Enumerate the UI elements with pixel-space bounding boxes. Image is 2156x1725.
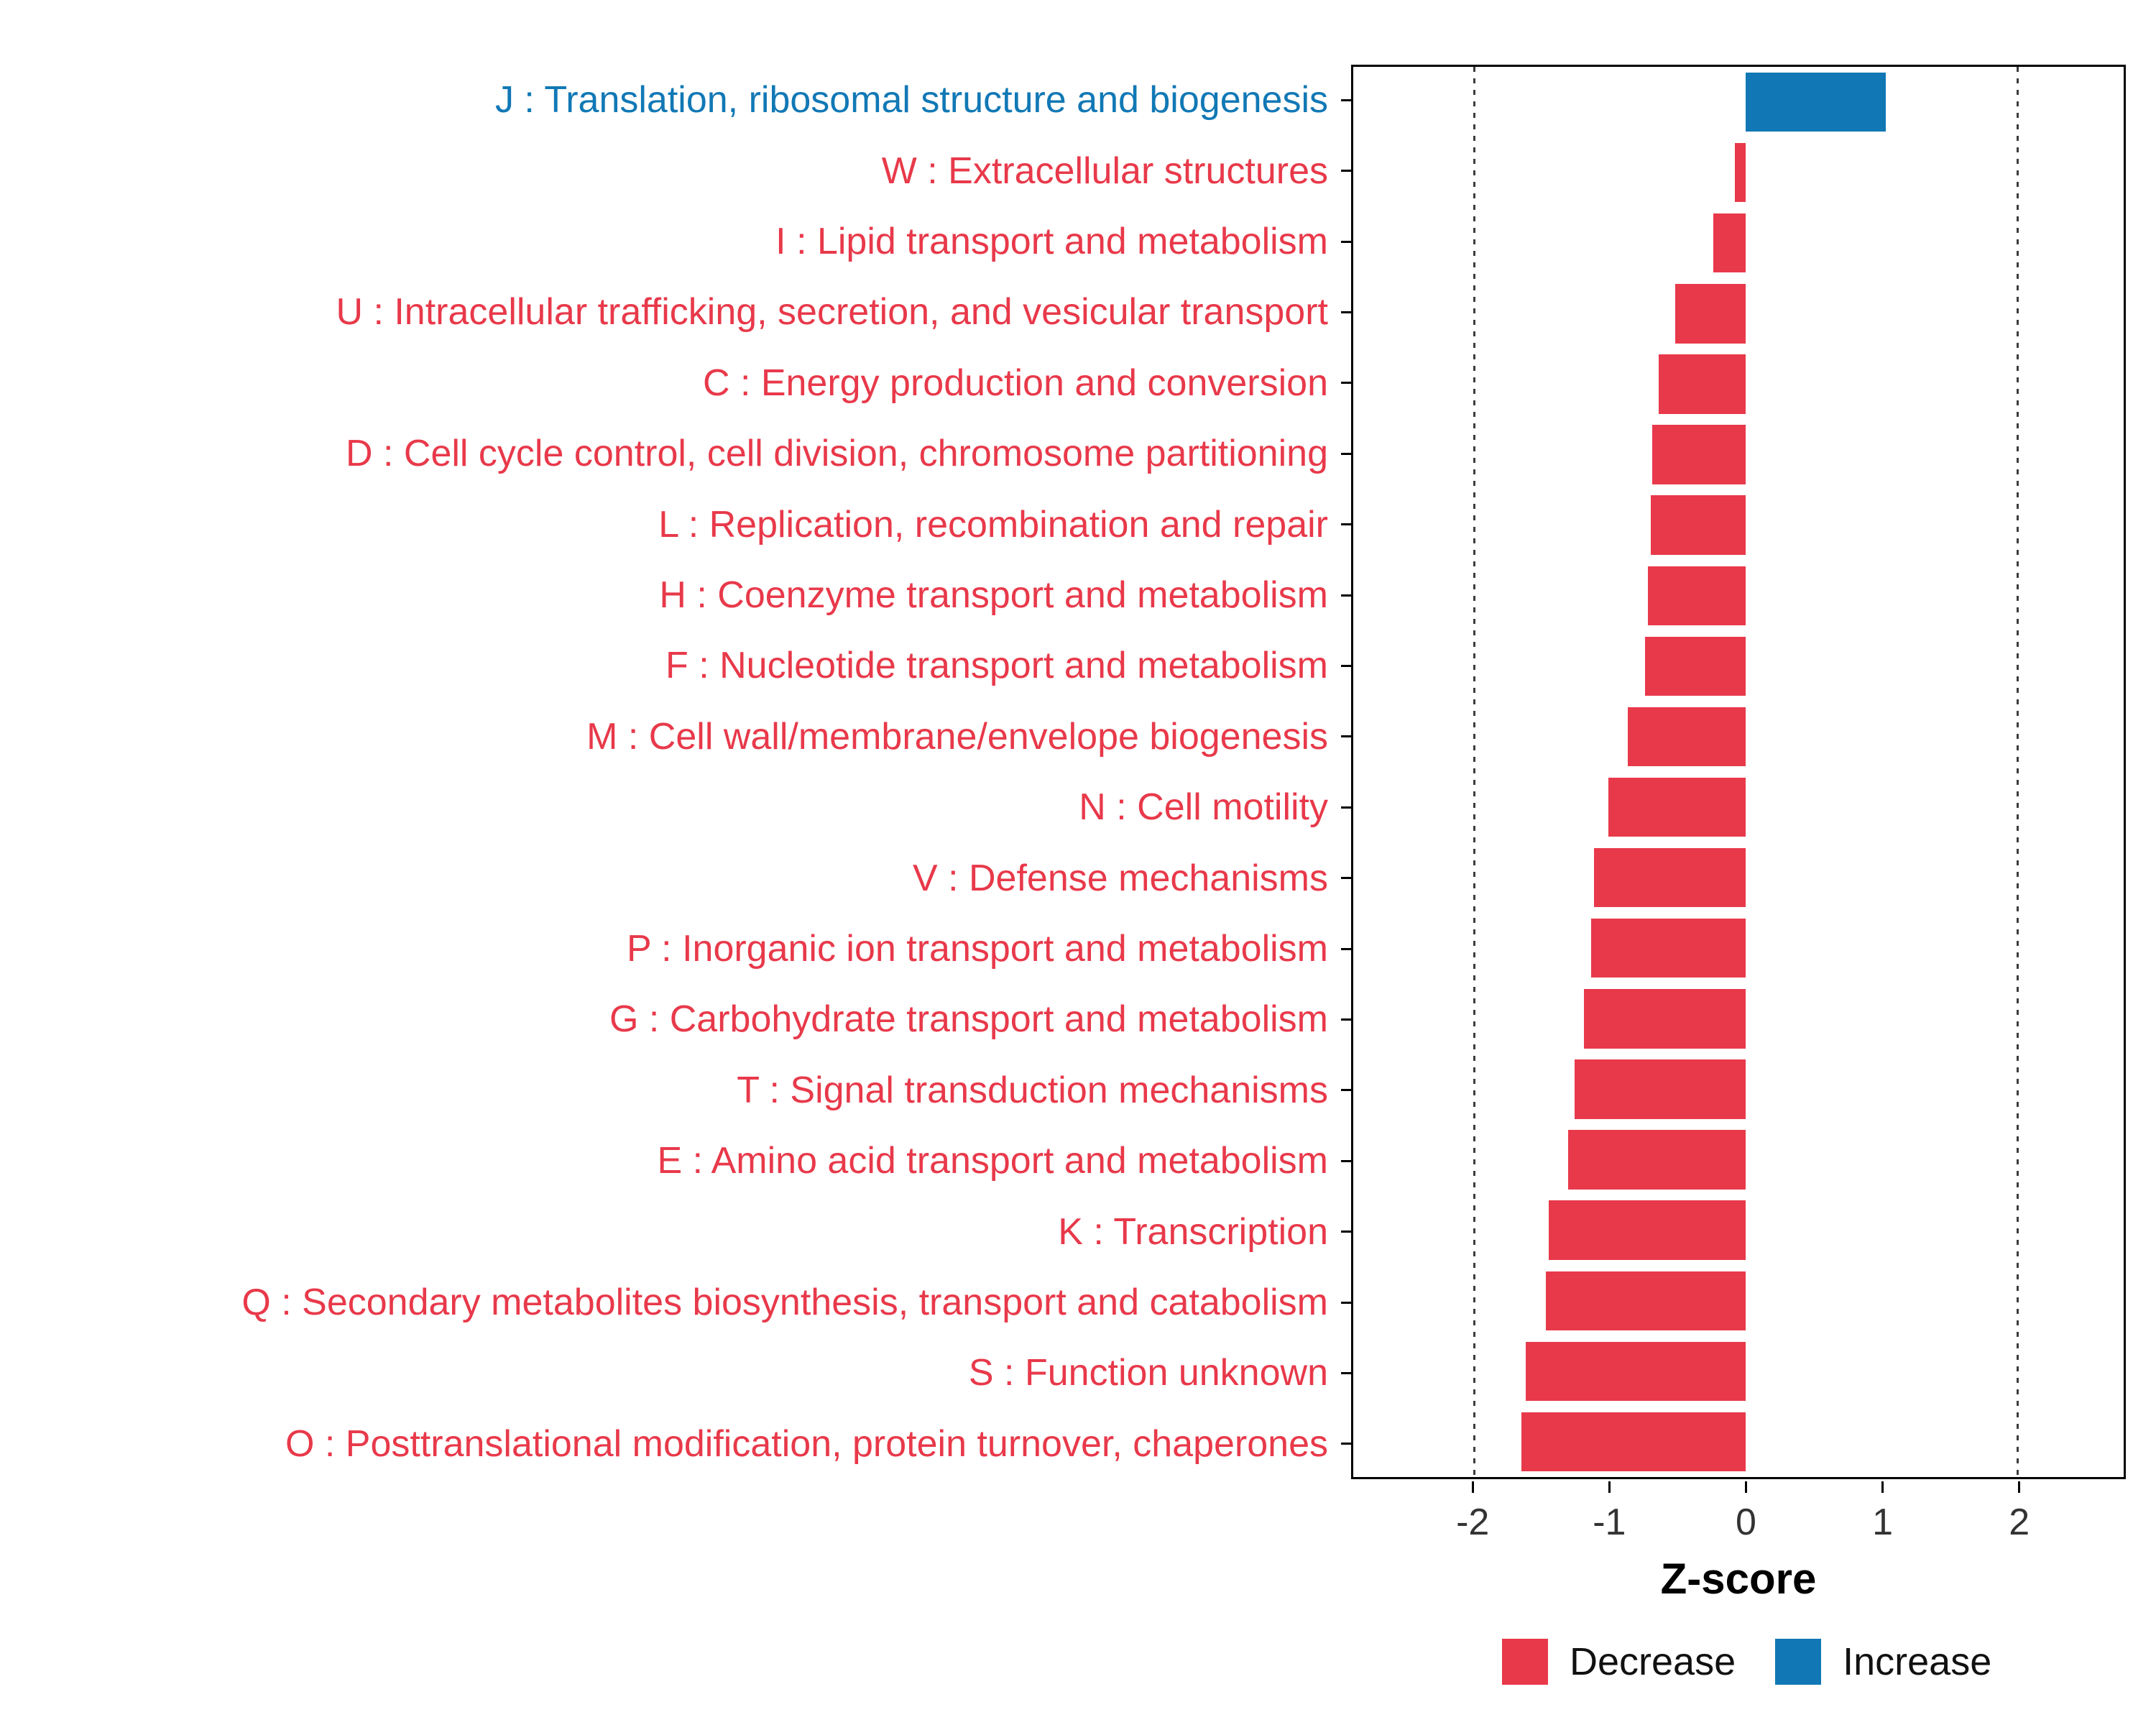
y-axis-labels: J : Translation, ribosomal structure and…: [0, 65, 1328, 1479]
y-tick: [1341, 806, 1351, 809]
legend-item-increase: Increase: [1775, 1639, 1991, 1685]
x-tick-label: -2: [1456, 1501, 1490, 1543]
y-tick: [1341, 310, 1351, 313]
bar-s: [1526, 1341, 1746, 1402]
category-label-i: I : Lipid transport and metabolism: [775, 220, 1328, 262]
legend-label-increase: Increase: [1843, 1640, 1992, 1683]
bar-v: [1593, 847, 1746, 908]
y-tick: [1341, 1230, 1351, 1233]
legend-label-decrease: Decrease: [1570, 1640, 1736, 1683]
bar-o: [1521, 1412, 1746, 1472]
bar-j: [1746, 72, 1886, 132]
bar-m: [1627, 707, 1746, 767]
legend-item-decrease: Decrease: [1502, 1639, 1736, 1685]
bar-f: [1645, 636, 1746, 696]
x-axis-tick-labels: -2 -1 0 1 2: [1351, 1501, 2126, 1545]
x-tick-label: -1: [1593, 1501, 1626, 1543]
y-tick: [1341, 1018, 1351, 1021]
y-tick: [1341, 947, 1351, 950]
category-label-m: M : Cell wall/membrane/envelope biogenes…: [586, 715, 1328, 758]
x-tick-label: 2: [2009, 1501, 2030, 1543]
bar-p: [1590, 919, 1746, 978]
y-tick: [1341, 523, 1351, 526]
bar-k: [1549, 1200, 1746, 1260]
category-label-t: T : Signal transduction mechanisms: [737, 1069, 1328, 1111]
category-label-s: S : Function unknown: [968, 1352, 1328, 1394]
y-tick: [1341, 1159, 1351, 1162]
y-tick: [1341, 1089, 1351, 1092]
y-axis-ticks: [1341, 65, 1351, 1479]
bar-t: [1575, 1059, 1746, 1119]
category-label-d: D : Cell cycle control, cell division, c…: [346, 433, 1328, 475]
category-label-u: U : Intracellular trafficking, secretion…: [336, 291, 1328, 334]
y-tick: [1341, 877, 1351, 880]
bar-i: [1713, 213, 1746, 273]
y-tick: [1341, 1301, 1351, 1304]
x-tick: [1744, 1481, 1747, 1493]
y-tick: [1341, 594, 1351, 597]
x-tick: [1881, 1481, 1884, 1493]
x-tick-label: 1: [1872, 1501, 1894, 1543]
category-label-w: W : Extracellular structures: [881, 150, 1328, 192]
category-label-n: N : Cell motility: [1079, 786, 1328, 829]
y-tick: [1341, 1443, 1351, 1445]
y-tick: [1341, 664, 1351, 667]
category-label-l: L : Replication, recombination and repai…: [658, 503, 1328, 546]
category-label-p: P : Inorganic ion transport and metaboli…: [626, 927, 1328, 970]
plot-panel: [1351, 65, 2126, 1479]
x-tick: [2018, 1481, 2021, 1493]
category-label-f: F : Nucleotide transport and metabolism: [665, 645, 1328, 687]
y-tick: [1341, 170, 1351, 172]
x-tick: [1471, 1481, 1474, 1493]
bar-n: [1608, 777, 1746, 837]
legend: Decrease Increase: [1502, 1639, 1991, 1685]
x-tick-label: 0: [1735, 1501, 1756, 1543]
x-axis-title: Z-score: [1660, 1555, 1817, 1603]
category-label-c: C : Energy production and conversion: [702, 362, 1328, 404]
bar-h: [1648, 566, 1746, 625]
reference-line: [2017, 67, 2019, 1477]
bar-q: [1546, 1271, 1746, 1330]
category-label-o: O : Posttranslational modification, prot…: [285, 1422, 1328, 1465]
y-tick: [1341, 452, 1351, 455]
y-tick: [1341, 735, 1351, 738]
category-label-h: H : Coenzyme transport and metabolism: [659, 574, 1328, 616]
y-tick: [1341, 1371, 1351, 1374]
y-tick: [1341, 98, 1351, 101]
category-label-q: Q : Secondary metabolites biosynthesis, …: [241, 1281, 1328, 1323]
category-label-g: G : Carbohydrate transport and metabolis…: [609, 998, 1328, 1041]
bar-g: [1584, 989, 1746, 1049]
bar-u: [1675, 284, 1746, 344]
legend-swatch-increase: [1775, 1639, 1822, 1685]
category-label-j: J : Translation, ribosomal structure and…: [494, 79, 1328, 121]
category-label-e: E : Amino acid transport and metabolism: [657, 1140, 1328, 1182]
legend-swatch-decrease: [1502, 1639, 1548, 1685]
y-tick: [1341, 382, 1351, 385]
bar-e: [1567, 1130, 1746, 1190]
x-axis-ticks: [1351, 1481, 2126, 1493]
bar-w: [1735, 142, 1746, 203]
reference-line: [1473, 67, 1475, 1477]
bar-d: [1651, 425, 1746, 484]
category-label-k: K : Transcription: [1058, 1210, 1328, 1253]
bar-l: [1651, 495, 1746, 555]
category-label-v: V : Defense mechanisms: [912, 857, 1328, 899]
x-tick: [1608, 1481, 1611, 1493]
bar-c: [1659, 354, 1746, 414]
y-tick: [1341, 240, 1351, 243]
